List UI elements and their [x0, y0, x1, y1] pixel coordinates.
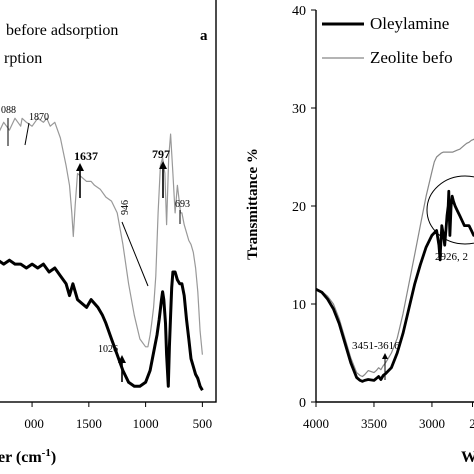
annotation-label: 1637 [74, 149, 98, 163]
panel-label: a [200, 28, 208, 44]
annotation-arrowhead [76, 163, 84, 171]
y-tick-label: 30 [292, 102, 306, 117]
x-tick-label: 3500 [361, 416, 387, 431]
annotation-label: 1026 [98, 344, 118, 355]
chart-left-panel: 000 1500 1000 500 er (cm-1) before adsorption… [0, 0, 217, 466]
legend-entry-2: Zeolite befo [370, 48, 453, 67]
annotation-label: 2926, 2 [435, 251, 468, 263]
legend-entry-1: Oleylamine [370, 14, 449, 33]
legend-entry-2: rption [4, 50, 42, 67]
y-tick-label: 40 [292, 4, 306, 19]
x-tick-label: 4000 [303, 416, 329, 431]
x-axis-label: W [461, 449, 474, 466]
annotation-arrowhead [118, 355, 126, 363]
x-tick-label: 1500 [76, 416, 102, 431]
plot-frame [0, 0, 217, 403]
annotation-arrowhead [159, 161, 167, 169]
x-tick-label: 3000 [419, 416, 445, 431]
annotation-label: 693 [175, 199, 190, 210]
chart-right-panel: 0 10 20 30 40 4000 3500 3000 2 Transmittance % W Ol… [245, 4, 474, 466]
annotation-label: 946 [120, 200, 131, 215]
annotation-label: 088 [1, 105, 16, 116]
x-tick-label: 2 [469, 416, 474, 431]
x-tick-label: 500 [193, 416, 213, 431]
annotation-label: 1870 [29, 112, 49, 123]
spectrum-line-2 [315, 138, 474, 378]
spectrum-line-1 [0, 117, 203, 355]
x-tick-label: 000 [24, 416, 44, 431]
highlight-ellipse [426, 175, 474, 245]
y-tick-label: 0 [299, 396, 306, 411]
annotation-arrow [121, 221, 149, 287]
annotation-label: 797 [152, 147, 170, 161]
y-tick-label: 10 [292, 298, 306, 313]
annotation-arrow [24, 122, 30, 146]
annotation-arrowhead [382, 353, 388, 359]
y-tick-label: 20 [292, 200, 306, 215]
spectrum-line-1 [315, 189, 474, 383]
legend-entry-1: before adsorption [6, 22, 118, 39]
annotation-label: 3451-3616 [352, 340, 400, 352]
spectrum-line-2 [0, 258, 204, 391]
x-tick-label: 1000 [133, 416, 159, 431]
y-axis-label: Transmittance % [245, 148, 261, 260]
x-axis-label: er (cm-1) [0, 447, 56, 466]
